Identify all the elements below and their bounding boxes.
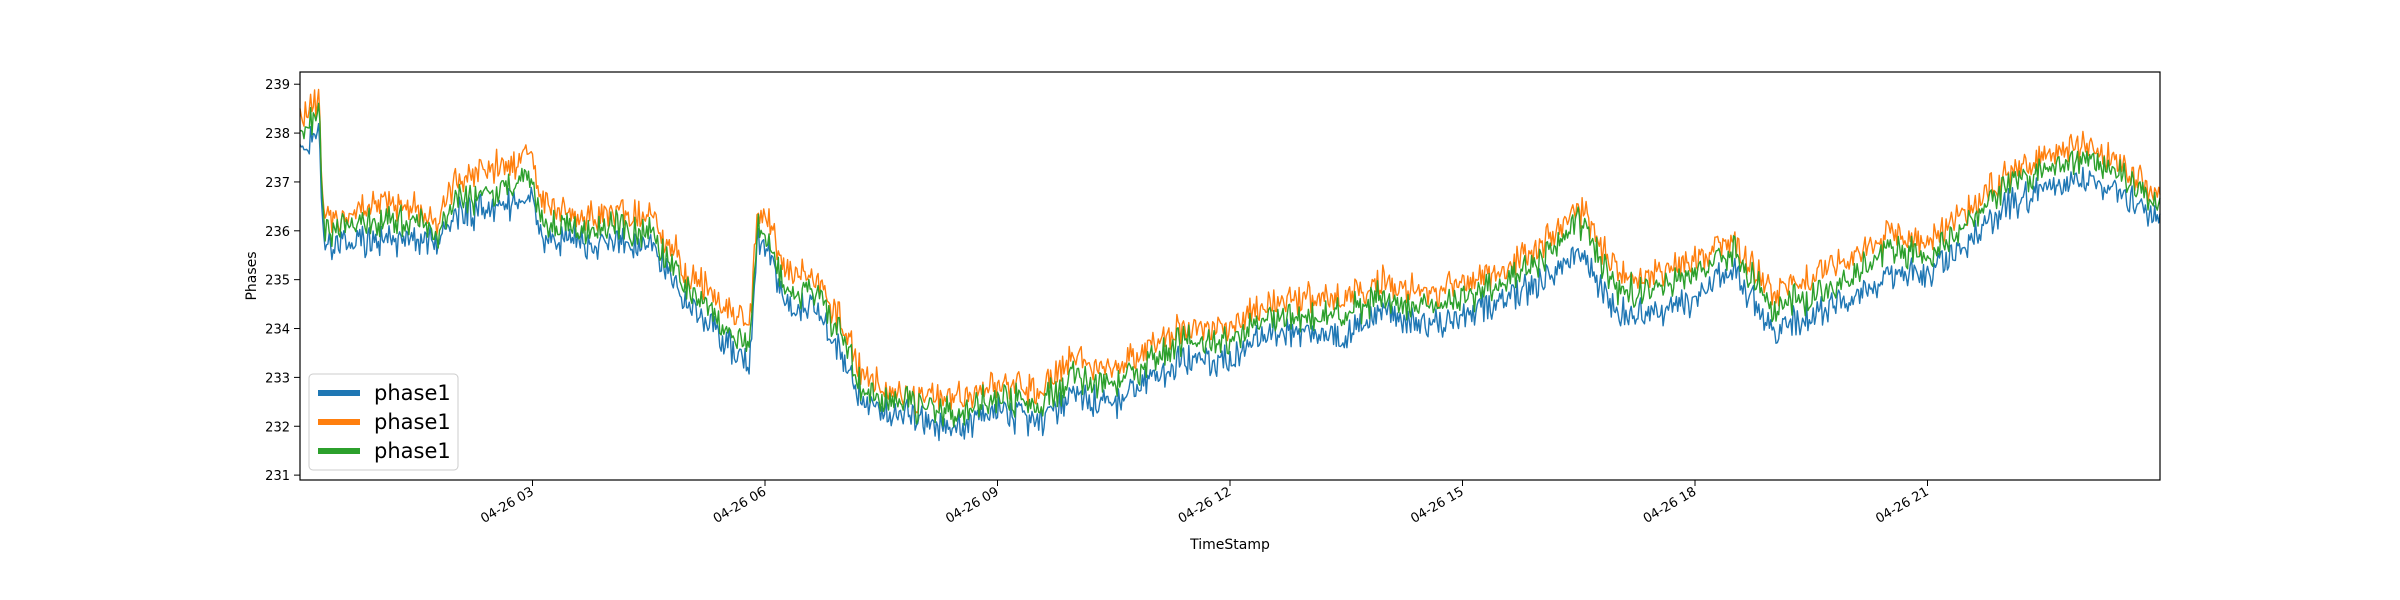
plot-frame: [300, 72, 2160, 480]
y-tick-label: 231: [265, 469, 290, 484]
x-axis-label: TimeStamp: [1189, 537, 1270, 553]
legend-label-3: phase1: [374, 439, 451, 463]
series-layer: [299, 88, 2161, 442]
x-tick-label: 04-26 18: [1641, 484, 1699, 526]
y-tick-label: 236: [265, 225, 290, 240]
x-tick-label: 04-26 06: [711, 484, 769, 526]
x-tick-label: 04-26 15: [1408, 484, 1466, 526]
x-axis: 04-26 03 04-26 06 04-26 09 04-26 12 04-26 15…: [478, 480, 1932, 527]
series-line-2: [299, 88, 2161, 415]
legend: phase1 phase1 phase1: [308, 373, 459, 471]
y-tick-label: 235: [265, 274, 290, 289]
y-tick-label: 239: [265, 78, 290, 93]
plot-area: [299, 71, 2161, 481]
x-tick-label: 04-26 09: [943, 484, 1001, 526]
series-line-3: [299, 102, 2161, 428]
y-tick-label: 232: [265, 420, 290, 435]
y-tick-label: 234: [265, 323, 290, 338]
y-tick-label: 233: [265, 371, 290, 386]
series-line-1: [299, 122, 2161, 442]
x-tick-label: 04-26 03: [478, 484, 536, 526]
y-axis-label: Phases: [244, 251, 260, 300]
x-tick-label: 04-26 12: [1176, 484, 1234, 526]
x-tick-label: 04-26 21: [1873, 484, 1931, 526]
y-tick-label: 237: [265, 176, 290, 191]
legend-label-2: phase1: [374, 410, 451, 434]
y-tick-label: 238: [265, 127, 290, 142]
legend-frame: [308, 373, 459, 471]
legend-label-1: phase1: [374, 381, 451, 405]
y-axis: 231 232 233 234 235 236 237 238 239: [265, 78, 300, 484]
